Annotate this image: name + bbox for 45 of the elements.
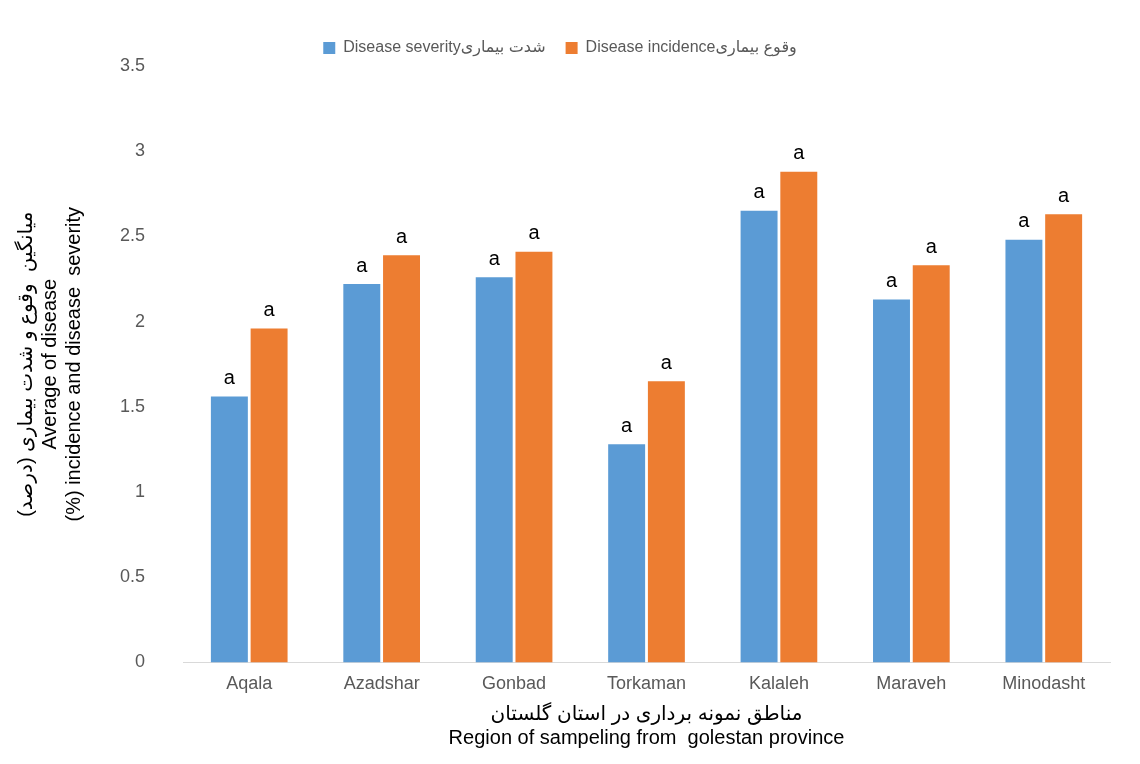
bar: [475, 277, 513, 663]
legend-label: Disease severityشدت بیماری: [343, 38, 546, 58]
annotation: a: [223, 366, 236, 389]
bar: [780, 171, 818, 663]
annotation: a: [753, 180, 766, 203]
x-tick-label: Torkaman: [607, 673, 687, 694]
legend-label: Disease incidenceوقوع بیماری: [585, 38, 797, 58]
x-tick-label: Kalaleh: [748, 673, 809, 694]
annotation: a: [793, 141, 806, 164]
annotation: a: [925, 234, 938, 257]
bar: [1045, 214, 1083, 663]
annotation: a: [1018, 209, 1031, 232]
annotation: a: [263, 297, 276, 320]
annotation: a: [1058, 183, 1071, 206]
bar: [647, 381, 685, 663]
bar: [873, 299, 910, 663]
y-tick-label: 2.5: [119, 225, 146, 246]
annotation: a: [356, 253, 369, 276]
annotation: a: [660, 350, 673, 373]
bar: [515, 251, 553, 663]
x-tick-label: Gonbad: [482, 673, 547, 694]
y-tick-label: 1.5: [119, 395, 146, 416]
annotation: a: [621, 413, 634, 436]
bar: [1005, 239, 1043, 663]
bar: [210, 396, 248, 663]
annotation: a: [885, 268, 898, 291]
y-tick-label: 3: [135, 140, 146, 161]
bar: [608, 444, 646, 663]
annotation: a: [528, 221, 541, 244]
x-tick-label: Aqala: [226, 673, 274, 694]
bar: [383, 255, 420, 663]
y-tick-label: 0.5: [119, 566, 146, 587]
bar: [343, 284, 381, 663]
y-tick-label: 1: [135, 480, 146, 501]
x-tick-label: Azadshar: [343, 673, 420, 694]
y-tick-label: 3.5: [119, 54, 146, 75]
bar: [912, 265, 950, 663]
bar: [250, 328, 288, 663]
x-tick-label: Maraveh: [876, 673, 947, 694]
annotation: a: [395, 224, 408, 247]
annotation: a: [488, 246, 501, 269]
y-tick-label: 0: [135, 651, 146, 672]
y-tick-label: 2: [135, 310, 146, 331]
bar: [740, 210, 778, 663]
x-tick-label: Minodasht: [1002, 673, 1086, 694]
